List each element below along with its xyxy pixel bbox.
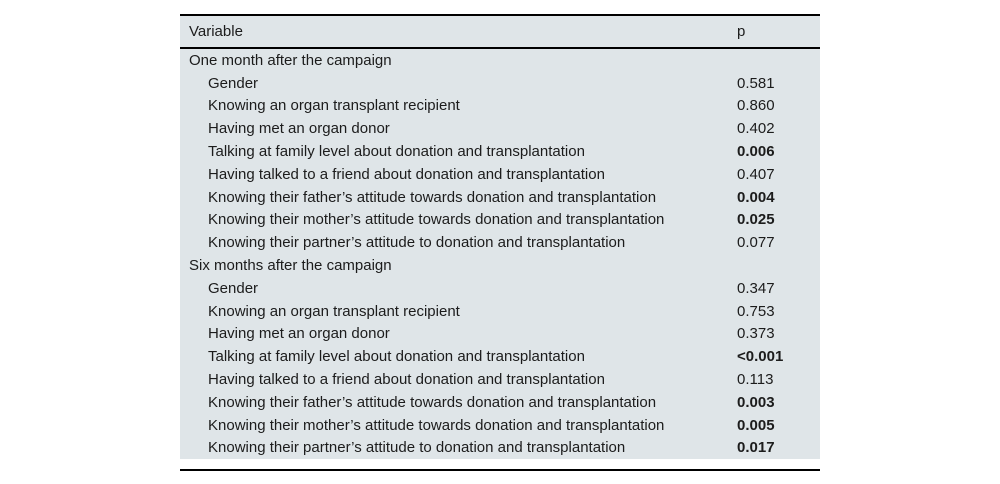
row-p-value: 0.004 xyxy=(737,188,775,206)
row-label: Talking at family level about donation a… xyxy=(208,348,585,366)
table-row: Knowing an organ transplant recipient 0.8… xyxy=(180,95,820,118)
significance-table: Variable p One month after the campaign G… xyxy=(180,14,820,472)
column-header-p: p xyxy=(737,23,746,40)
table-row: Knowing their mother’s attitude towards … xyxy=(180,414,820,437)
row-p-value: 0.347 xyxy=(737,279,775,297)
row-p-value: 0.402 xyxy=(737,120,775,138)
table-row: Talking at family level about donation a… xyxy=(180,140,820,163)
row-p-value: 0.113 xyxy=(737,371,774,389)
row-p-value: 0.005 xyxy=(737,416,775,434)
table-header-row: Variable p xyxy=(180,16,820,47)
table-top-rule xyxy=(180,14,820,16)
row-p-value: 0.753 xyxy=(737,302,775,320)
row-p-value: 0.407 xyxy=(737,165,775,183)
table-row: Knowing their partner’s attitude to dona… xyxy=(180,231,820,254)
row-label: Having talked to a friend about donation… xyxy=(208,371,605,389)
row-label: Knowing their mother’s attitude towards … xyxy=(208,211,665,229)
table-row: Knowing their father’s attitude towards … xyxy=(180,186,820,209)
row-p-value: 0.581 xyxy=(737,74,775,92)
row-p-value: 0.017 xyxy=(737,439,775,457)
row-label: Knowing their partner’s attitude to dona… xyxy=(208,234,626,252)
column-header-variable: Variable xyxy=(189,23,243,40)
table-row: Knowing their mother’s attitude towards … xyxy=(180,209,820,232)
table-body: One month after the campaign Gender 0.581 K… xyxy=(180,49,820,460)
row-label: Knowing their father’s attitude towards … xyxy=(208,393,657,411)
section-title: One month after the campaign xyxy=(189,51,392,69)
row-label: Having met an organ donor xyxy=(208,325,390,343)
row-label: Knowing an organ transplant recipient xyxy=(208,97,460,115)
table-bottom-rule xyxy=(180,469,820,472)
table-row: Having talked to a friend about donation… xyxy=(180,163,820,186)
row-p-value: <0.001 xyxy=(737,348,784,366)
row-label: Knowing their mother’s attitude towards … xyxy=(208,416,665,434)
row-label: Gender xyxy=(208,74,259,92)
section-title: Six months after the campaign xyxy=(189,257,392,275)
row-label: Gender xyxy=(208,279,259,297)
table-row: Knowing an organ transplant recipient 0.7… xyxy=(180,300,820,323)
table-row: Talking at family level about donation a… xyxy=(180,345,820,368)
table-row: Gender 0.581 xyxy=(180,72,820,95)
table-row: Knowing their partner’s attitude to dona… xyxy=(180,437,820,460)
table-row: Knowing their father’s attitude towards … xyxy=(180,391,820,414)
table-row: Having met an organ donor 0.373 xyxy=(180,323,820,346)
row-label: Knowing their father’s attitude towards … xyxy=(208,188,657,206)
row-p-value: 0.003 xyxy=(737,393,775,411)
section-header-row: One month after the campaign xyxy=(180,49,820,72)
row-p-value: 0.006 xyxy=(737,143,775,161)
row-label: Knowing an organ transplant recipient xyxy=(208,302,460,320)
row-p-value: 0.373 xyxy=(737,325,775,343)
row-p-value: 0.025 xyxy=(737,211,775,229)
row-label: Talking at family level about donation a… xyxy=(208,143,585,161)
table-row: Having talked to a friend about donation… xyxy=(180,368,820,391)
row-label: Having talked to a friend about donation… xyxy=(208,165,605,183)
row-p-value: 0.860 xyxy=(737,97,775,115)
table-row: Gender 0.347 xyxy=(180,277,820,300)
row-label: Knowing their partner’s attitude to dona… xyxy=(208,439,626,457)
row-p-value: 0.077 xyxy=(737,234,775,252)
table-row: Having met an organ donor 0.402 xyxy=(180,117,820,140)
table-header-rule xyxy=(180,47,820,49)
section-header-row: Six months after the campaign xyxy=(180,254,820,277)
row-label: Having met an organ donor xyxy=(208,120,390,138)
